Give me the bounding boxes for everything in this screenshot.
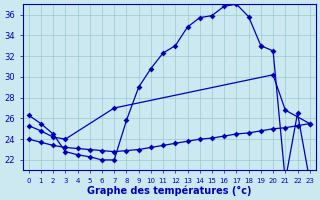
X-axis label: Graphe des températures (°c): Graphe des températures (°c)	[87, 185, 252, 196]
